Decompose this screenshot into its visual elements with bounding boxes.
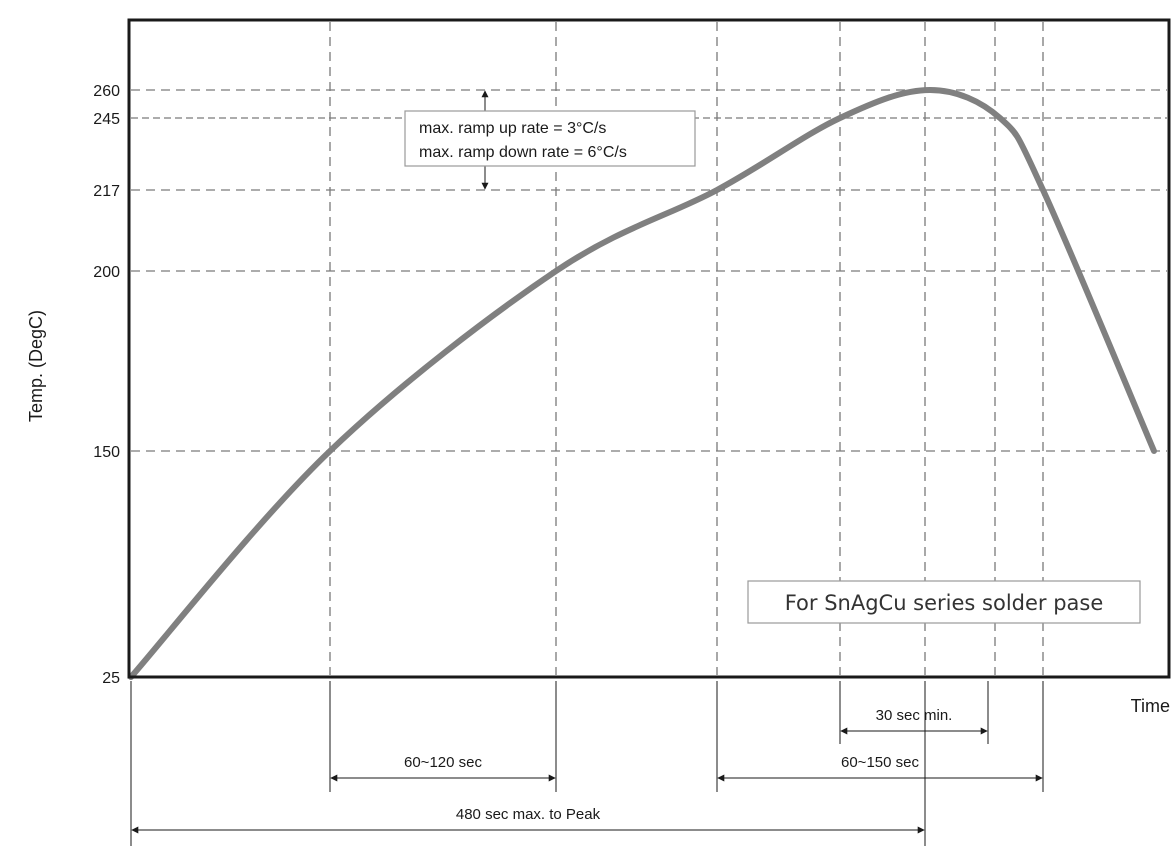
y-axis-title: Temp. (DegC) bbox=[26, 310, 46, 422]
ramp-down-note: max. ramp down rate = 6°C/s bbox=[419, 144, 627, 161]
legend-box bbox=[747, 580, 1141, 624]
x-axis-title: Time bbox=[1131, 696, 1170, 716]
plot-frame bbox=[127, 18, 1171, 679]
y-tick-labels: 25 150 200 217 245 260 bbox=[93, 83, 120, 687]
y-tick-label: 150 bbox=[93, 444, 120, 461]
interval-label: 60~150 sec bbox=[841, 754, 919, 771]
legend-text: For SnAgCu series solder pase bbox=[785, 591, 1104, 615]
time-intervals: 30 sec min. 60~120 sec 60~150 sec 480 sec m… bbox=[130, 681, 1044, 846]
temperature-curve bbox=[128, 87, 1157, 680]
curve-layer bbox=[128, 87, 1157, 680]
interval-label: 60~120 sec bbox=[404, 754, 482, 771]
ramp-up-note: max. ramp up rate = 3°C/s bbox=[419, 120, 606, 137]
y-tick-label: 260 bbox=[93, 83, 120, 100]
interval-label: 480 sec max. to Peak bbox=[456, 806, 601, 823]
interval-label: 30 sec min. bbox=[876, 707, 953, 724]
y-tick-label: 25 bbox=[102, 670, 120, 687]
y-tick-label: 245 bbox=[93, 111, 120, 128]
ramp-note-box bbox=[404, 110, 696, 167]
y-tick-label: 217 bbox=[93, 183, 120, 200]
y-tick-label: 200 bbox=[93, 264, 120, 281]
